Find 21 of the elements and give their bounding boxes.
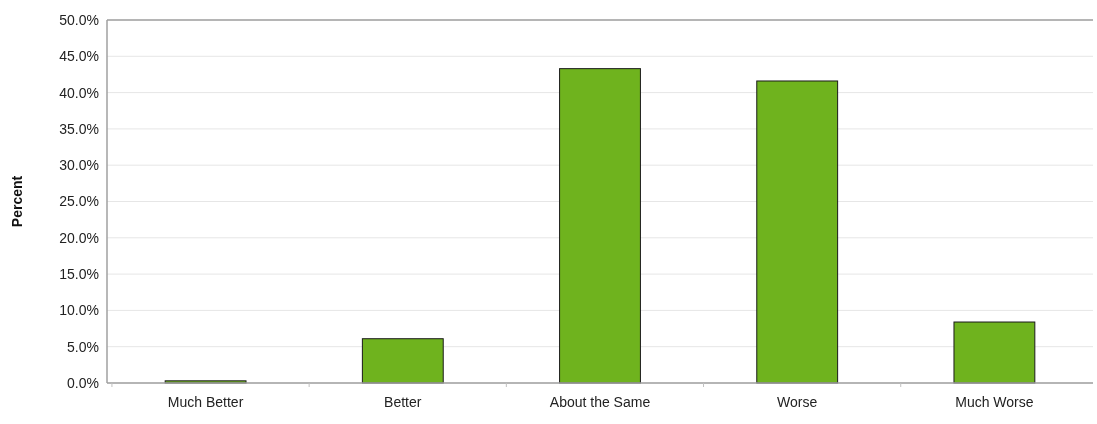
x-tick-label: Much Worse — [955, 394, 1034, 410]
y-tick-label: 20.0% — [59, 229, 99, 246]
x-tick-label: About the Same — [549, 394, 651, 410]
y-tick-label: 45.0% — [59, 48, 99, 65]
y-tick-label: 10.0% — [59, 302, 99, 319]
y-tick-label: 15.0% — [59, 266, 99, 282]
y-tick-label: 50.0% — [59, 11, 99, 28]
x-tick-label: Worse — [777, 394, 818, 410]
y-tick-label: 30.0% — [59, 157, 99, 174]
x-tick-label: Better — [384, 394, 422, 410]
y-tick-label: 35.0% — [59, 120, 99, 137]
bar — [361, 338, 444, 384]
x-tick-label: Much Better — [167, 394, 244, 410]
y-tick-label: 0.0% — [67, 374, 99, 391]
y-axis-title: Percent — [9, 175, 25, 228]
bar — [953, 321, 1036, 384]
y-tick-label: 40.0% — [59, 84, 99, 101]
y-tick-label: 5.0% — [67, 338, 99, 355]
bar — [559, 68, 641, 384]
y-tick-label: 25.0% — [59, 193, 99, 210]
bar — [756, 80, 839, 384]
